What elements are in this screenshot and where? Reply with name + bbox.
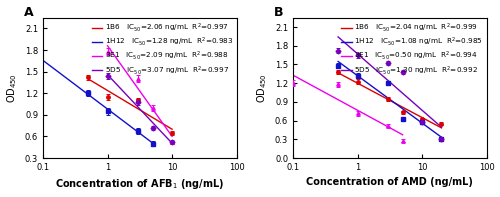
Legend: 1B6   IC$_{50}$=2.06 ng/mL  R$^2$=0.997, 1H12   IC$_{50}$=1.28 ng/mL  R$^2$=0.98: 1B6 IC$_{50}$=2.06 ng/mL R$^2$=0.997, 1H… [90,20,234,78]
X-axis label: Concentration of AFB$_1$ (ng/mL): Concentration of AFB$_1$ (ng/mL) [55,177,224,191]
Y-axis label: OD$_{450}$: OD$_{450}$ [256,73,270,103]
X-axis label: Concentration of AMD (ng/mL): Concentration of AMD (ng/mL) [306,177,473,187]
Text: B: B [274,7,283,20]
Y-axis label: OD$_{450}$: OD$_{450}$ [6,73,20,103]
Legend: 1B6   IC$_{50}$=2.04 ng/mL  R$^2$=0.999, 1H12   IC$_{50}$=1.08 ng/mL  R$^2$=0.98: 1B6 IC$_{50}$=2.04 ng/mL R$^2$=0.999, 1H… [340,20,484,78]
Text: A: A [24,7,34,20]
